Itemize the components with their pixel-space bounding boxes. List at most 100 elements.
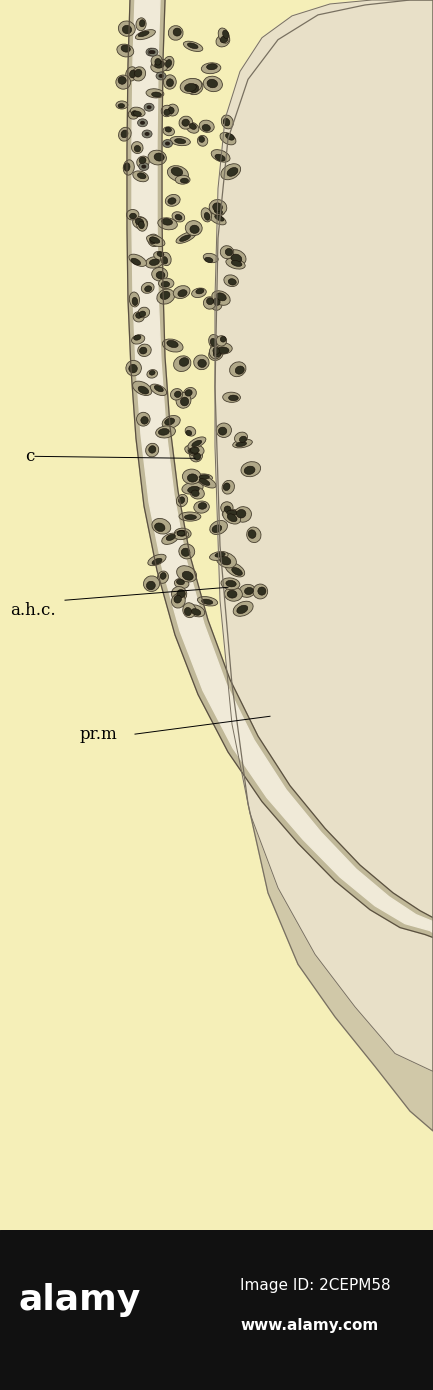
Polygon shape	[127, 0, 433, 937]
Ellipse shape	[152, 92, 162, 97]
Ellipse shape	[211, 150, 230, 163]
Ellipse shape	[133, 311, 144, 322]
Ellipse shape	[194, 500, 209, 513]
Polygon shape	[215, 0, 433, 1131]
Ellipse shape	[152, 267, 168, 281]
Ellipse shape	[224, 506, 231, 513]
Ellipse shape	[138, 31, 149, 36]
Ellipse shape	[148, 555, 166, 566]
Text: pr.m: pr.m	[80, 726, 118, 742]
Ellipse shape	[124, 163, 130, 171]
Ellipse shape	[128, 110, 139, 120]
Ellipse shape	[165, 195, 180, 206]
Ellipse shape	[123, 160, 134, 175]
Ellipse shape	[177, 566, 197, 582]
Ellipse shape	[168, 165, 188, 181]
Ellipse shape	[147, 106, 152, 110]
Ellipse shape	[235, 432, 248, 443]
Ellipse shape	[151, 60, 168, 72]
Ellipse shape	[155, 58, 161, 65]
Ellipse shape	[129, 292, 139, 307]
Ellipse shape	[118, 104, 125, 108]
Ellipse shape	[217, 348, 229, 353]
Ellipse shape	[181, 398, 189, 406]
Ellipse shape	[187, 605, 205, 617]
Ellipse shape	[216, 35, 230, 47]
Ellipse shape	[216, 423, 232, 438]
Ellipse shape	[174, 391, 181, 398]
Ellipse shape	[214, 208, 223, 214]
Ellipse shape	[224, 587, 242, 602]
Ellipse shape	[165, 418, 174, 425]
Ellipse shape	[138, 118, 148, 126]
Ellipse shape	[181, 548, 190, 556]
Ellipse shape	[209, 335, 221, 349]
Ellipse shape	[150, 384, 167, 396]
Ellipse shape	[152, 559, 162, 564]
Ellipse shape	[158, 218, 178, 229]
Ellipse shape	[136, 29, 155, 40]
Ellipse shape	[201, 207, 212, 222]
Ellipse shape	[199, 478, 210, 485]
Ellipse shape	[172, 211, 185, 222]
Ellipse shape	[156, 271, 165, 279]
Ellipse shape	[209, 214, 226, 225]
Ellipse shape	[192, 441, 202, 446]
Ellipse shape	[155, 523, 165, 531]
Ellipse shape	[149, 371, 155, 375]
Ellipse shape	[188, 449, 198, 455]
Ellipse shape	[184, 514, 197, 520]
Ellipse shape	[157, 252, 164, 257]
Ellipse shape	[162, 534, 178, 545]
Ellipse shape	[162, 339, 183, 352]
Ellipse shape	[156, 72, 166, 79]
Ellipse shape	[221, 578, 240, 589]
Ellipse shape	[162, 139, 172, 147]
Ellipse shape	[136, 18, 146, 31]
Text: c: c	[25, 448, 34, 464]
Ellipse shape	[154, 385, 163, 392]
Ellipse shape	[229, 395, 238, 400]
Ellipse shape	[213, 350, 221, 357]
Ellipse shape	[149, 236, 156, 243]
Ellipse shape	[221, 164, 241, 179]
Ellipse shape	[179, 117, 193, 129]
Ellipse shape	[177, 530, 187, 537]
Ellipse shape	[145, 286, 152, 292]
Ellipse shape	[160, 573, 166, 580]
Ellipse shape	[186, 431, 192, 435]
Ellipse shape	[162, 218, 172, 225]
Ellipse shape	[182, 120, 189, 126]
Ellipse shape	[233, 439, 252, 448]
Ellipse shape	[187, 486, 199, 493]
Ellipse shape	[212, 291, 230, 306]
Ellipse shape	[182, 468, 201, 484]
Ellipse shape	[191, 609, 201, 616]
Ellipse shape	[236, 442, 246, 446]
Ellipse shape	[187, 474, 198, 482]
Ellipse shape	[132, 67, 145, 81]
Ellipse shape	[225, 563, 245, 577]
Ellipse shape	[190, 449, 203, 461]
Ellipse shape	[178, 289, 187, 296]
Ellipse shape	[132, 381, 152, 396]
Ellipse shape	[182, 571, 193, 580]
Ellipse shape	[142, 131, 152, 138]
Ellipse shape	[136, 217, 147, 231]
Ellipse shape	[163, 57, 174, 71]
Ellipse shape	[151, 54, 162, 67]
Ellipse shape	[209, 200, 227, 215]
Ellipse shape	[137, 156, 149, 168]
Ellipse shape	[210, 296, 222, 310]
Ellipse shape	[161, 281, 170, 288]
Ellipse shape	[226, 581, 236, 587]
Ellipse shape	[173, 28, 181, 36]
Ellipse shape	[207, 297, 213, 304]
Ellipse shape	[145, 132, 149, 136]
Ellipse shape	[119, 128, 131, 142]
Ellipse shape	[203, 76, 223, 92]
Ellipse shape	[203, 253, 218, 263]
Ellipse shape	[247, 527, 261, 542]
Ellipse shape	[136, 313, 142, 318]
Ellipse shape	[210, 552, 228, 560]
